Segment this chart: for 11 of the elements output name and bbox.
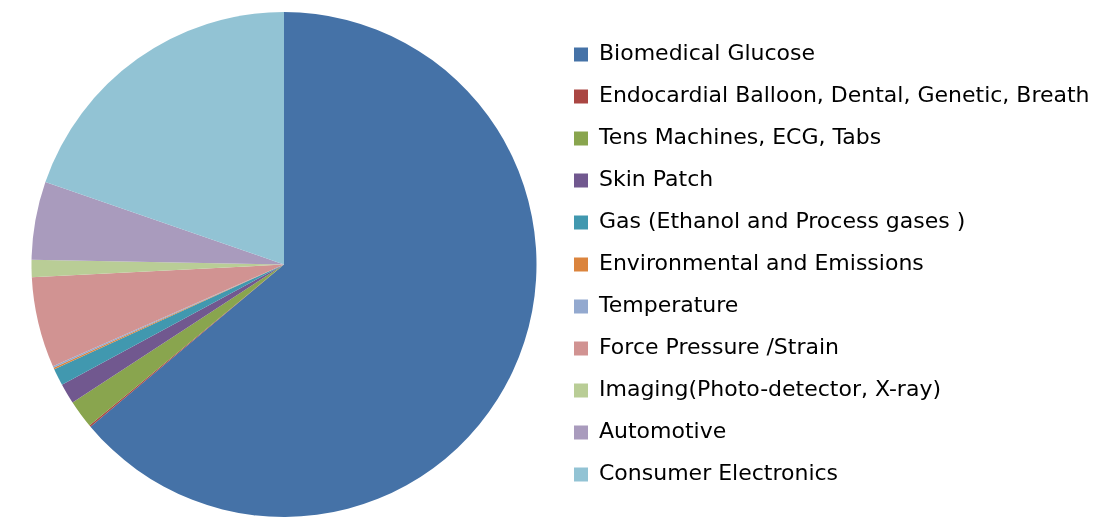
legend-label: Endocardial Balloon, Dental, Genetic, Breath (599, 82, 1090, 108)
legend-label: Skin Patch (599, 166, 714, 192)
legend-label: Temperature (598, 292, 739, 318)
legend-label: Automotive (599, 418, 727, 444)
legend-label: Environmental and Emissions (599, 250, 924, 276)
legend-label: Biomedical Glucose (599, 40, 816, 66)
legend-label: Tens Machines, ECG, Tabs (598, 124, 882, 150)
legend-label: Consumer Electronics (599, 460, 839, 486)
legend-label: Gas (Ethanol and Process gases ) (599, 208, 966, 234)
legend-label: Force Pressure /Strain (599, 334, 840, 360)
legend-label: Imaging(Photo-detector, X-ray) (599, 376, 941, 402)
